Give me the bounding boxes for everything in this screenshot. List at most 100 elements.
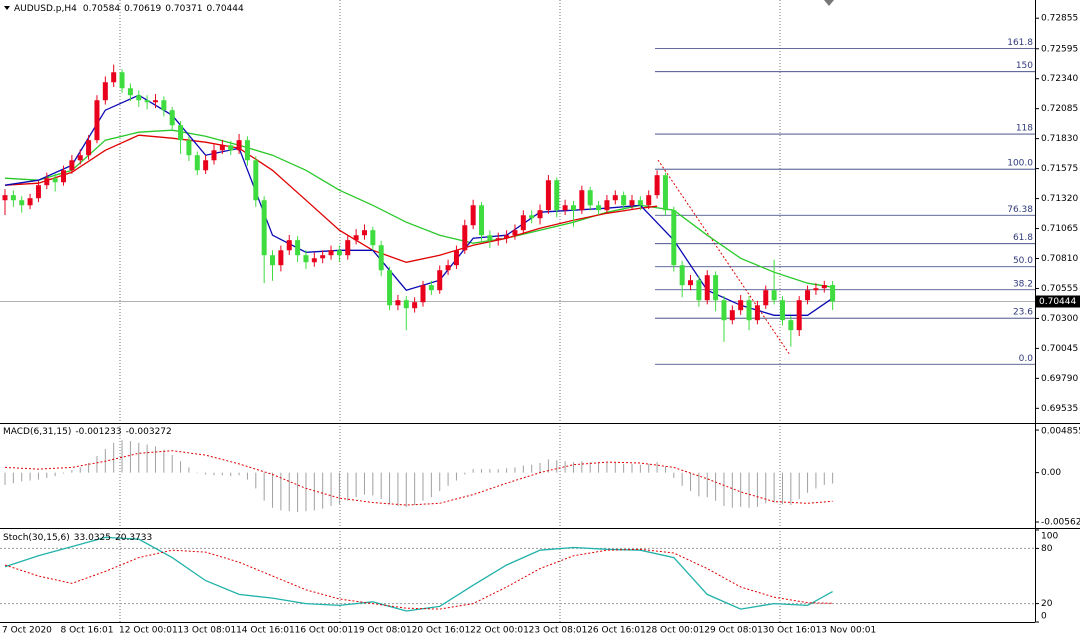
candle-body [462,225,468,251]
histogram-bar [447,472,449,486]
candle-body [328,250,334,256]
histogram-bar [455,472,457,481]
candle-body [194,155,200,171]
candle-body [537,210,543,219]
histogram-bar [363,472,365,495]
line [4,134,658,263]
candle-body [27,198,33,206]
histogram-bar [572,462,574,473]
x-tick-label: 30 Oct 16:01 [763,626,822,636]
histogram-bar [539,462,541,473]
candle-body [704,275,710,301]
histogram-bar [781,472,783,505]
candle-body [295,240,301,256]
candle-body [504,235,510,239]
histogram-bar [631,463,633,473]
histogram-bar [355,472,357,498]
stoch-main-value: 33.0325 [74,533,111,543]
histogram-bar [389,472,391,505]
y-tick-label: 0.00 [1041,468,1061,478]
histogram-bar [690,472,692,492]
histogram-bar [63,472,65,474]
candle-body [353,235,359,241]
candle-body [44,178,50,186]
candle-body [86,140,92,156]
candle-body [278,250,284,266]
macd-title: MACD(6,31,15) [3,427,71,437]
candle-body [10,195,16,201]
candle-body [646,195,652,206]
y-tick-label: 0.004855 [1041,427,1080,437]
histogram-bar [439,472,441,492]
histogram-bar [798,472,800,499]
plot: 0.72855 0.72595 0.72340 0.72085 0.71830 0.715… [0,14,1080,636]
x-tick-label: 8 Oct 16:01 [61,626,114,636]
histogram-bar [614,462,616,473]
macd-signal-value: -0.003272 [126,427,172,437]
histogram-bar [255,472,257,489]
histogram-bar [589,462,591,473]
high: 0.70619 [124,4,161,14]
candle-body [178,125,184,141]
candle-body [370,230,376,246]
histogram-bar [464,472,466,475]
histogram-bar [213,472,215,476]
histogram-bar [129,441,131,473]
histogram-bar [648,463,650,473]
y-tick-label: 0.72340 [1041,74,1078,84]
histogram-bar [823,472,825,485]
histogram-bar [765,472,767,504]
histogram-bar [748,472,750,508]
candle-body [144,100,150,103]
histogram-bar [180,461,182,473]
candle-body [102,82,108,101]
candle-body [61,170,67,183]
open: 0.70584 [83,4,120,14]
histogram-bar [54,472,56,477]
histogram-bar [497,469,499,473]
y-tick-label: 20 [1041,599,1053,609]
y-tick-label: 0.71065 [1041,224,1078,234]
candle-body [311,258,317,263]
x-tick-label: 7 Oct 2020 [2,626,52,636]
histogram-bar [313,472,315,511]
histogram-bar [522,465,524,473]
histogram-bar [698,472,700,497]
histogram-bar [121,440,123,473]
x-tick-label: 23 Oct 08:01 [529,626,588,636]
histogram-bar [731,472,733,508]
candle-body [738,300,744,311]
histogram-bar [79,467,81,473]
candle-body [119,72,125,89]
histogram-bar [756,472,758,507]
candle-body [696,280,702,301]
histogram-bar [246,472,248,480]
candle-body [244,140,250,161]
macd-value: -0.001233 [75,427,121,437]
histogram-bar [832,472,834,484]
y-tick-label: 0.71575 [1041,164,1078,174]
x-tick-label: 19 Oct 08:01 [353,626,412,636]
histogram-bar [196,472,198,474]
price-label: 0.70444 [1039,297,1076,307]
x-tick-label: 12 Oct 00:01 [119,626,178,636]
candle-body [127,88,133,96]
candle-body [203,160,209,171]
histogram-bar [664,466,666,473]
histogram-bar [71,470,73,473]
histogram-bar [88,462,90,473]
histogram-bar [372,472,374,496]
histogram-bar [221,472,223,476]
candle-body [261,200,267,256]
histogram-bar [506,468,508,473]
histogram-bar [414,472,416,506]
fib-label: 150 [1016,61,1033,71]
histogram-bar [305,472,307,512]
candle-body [303,255,309,263]
histogram-bar [188,467,190,473]
histogram-bar [489,469,491,473]
low: 0.70371 [165,4,202,14]
candle-body [713,275,719,301]
histogram-bar [347,472,349,501]
